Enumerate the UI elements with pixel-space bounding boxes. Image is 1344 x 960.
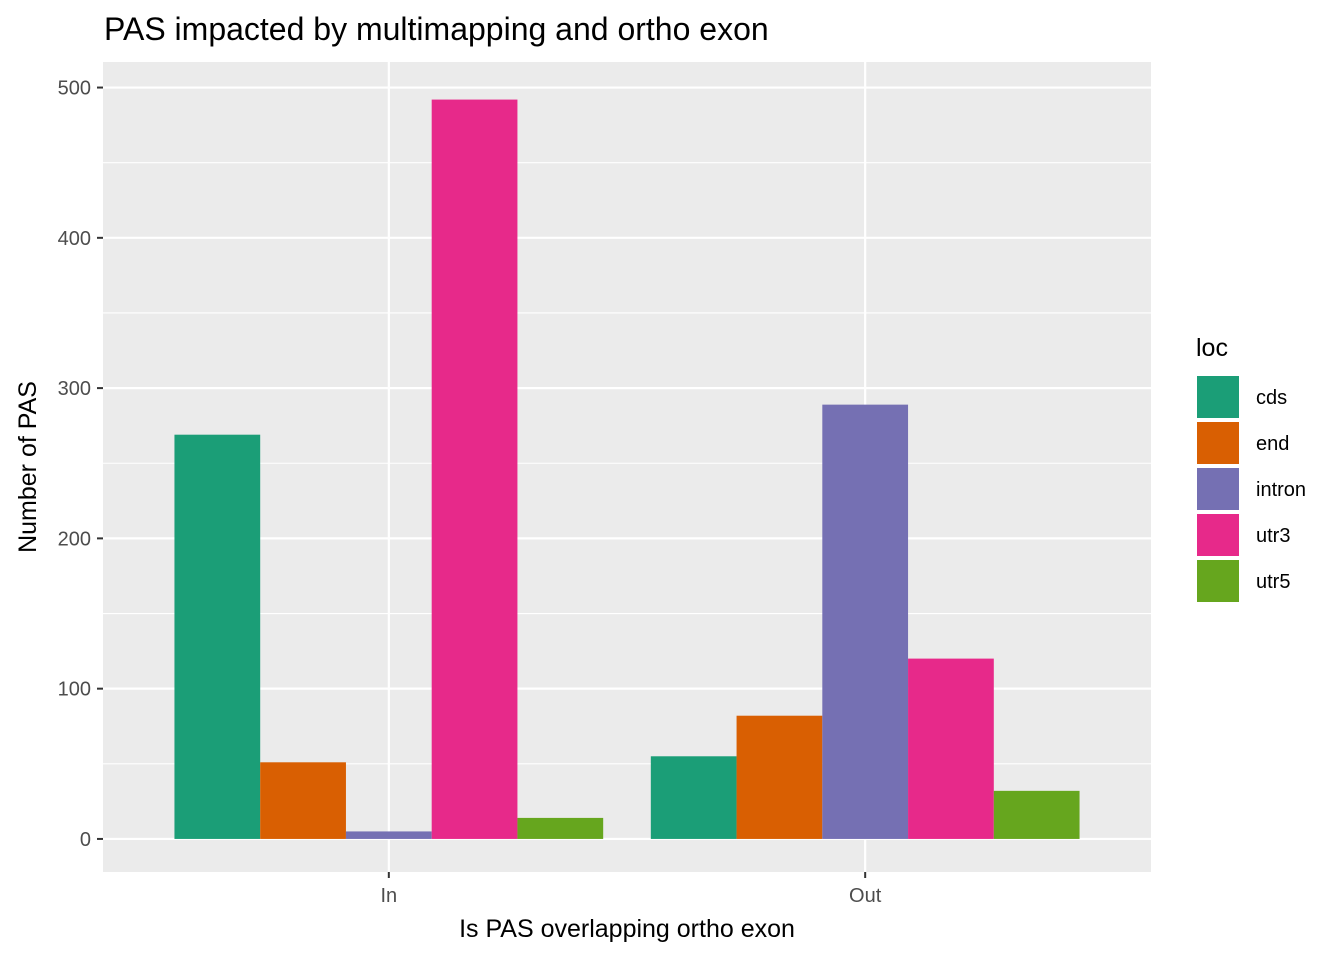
y-axis: 0 100 200 300 400 500	[58, 78, 103, 851]
legend-title: loc	[1196, 334, 1228, 362]
y-axis-title: Number of PAS	[14, 381, 42, 553]
y-tick-label: 200	[58, 528, 91, 550]
y-tick-label: 500	[58, 78, 91, 100]
bar-intron-In	[345, 831, 432, 839]
x-tick-label: Out	[849, 885, 882, 907]
bar-utr3-Out	[908, 658, 994, 839]
legend-key-utr3	[1197, 514, 1239, 556]
bar-end-In	[260, 762, 346, 839]
legend-label-cds: cds	[1256, 387, 1287, 409]
legend-label-utr5: utr5	[1256, 571, 1290, 593]
bar-end-Out	[736, 715, 823, 839]
y-tick-label: 300	[58, 378, 91, 400]
legend-key-intron	[1197, 468, 1239, 510]
bars	[174, 99, 1080, 839]
bar-intron-Out	[822, 404, 909, 839]
y-tick-label: 400	[58, 228, 91, 250]
legend-key-utr5	[1197, 560, 1239, 602]
bar-utr5-Out	[993, 790, 1080, 839]
legend-label-end: end	[1256, 433, 1289, 455]
chart-title: PAS impacted by multimapping and ortho e…	[104, 11, 769, 47]
x-tick-label: In	[380, 885, 397, 907]
bar-utr3-In	[431, 99, 518, 839]
y-tick-label: 100	[58, 679, 91, 701]
bar-cds-Out	[650, 756, 737, 839]
legend-key-end	[1197, 422, 1239, 464]
legend-label-utr3: utr3	[1256, 525, 1290, 547]
x-axis-title: Is PAS overlapping ortho exon	[459, 915, 795, 943]
x-axis: In Out	[380, 872, 882, 907]
legend-items: cds end intron utr3 utr5	[1197, 376, 1306, 602]
legend-key-cds	[1197, 376, 1239, 418]
y-tick-label: 0	[80, 829, 91, 851]
legend: loc cds end intron utr3 utr5	[1196, 334, 1306, 602]
legend-label-intron: intron	[1256, 479, 1306, 501]
bar-cds-In	[174, 434, 261, 839]
bar-utr5-In	[517, 817, 604, 839]
